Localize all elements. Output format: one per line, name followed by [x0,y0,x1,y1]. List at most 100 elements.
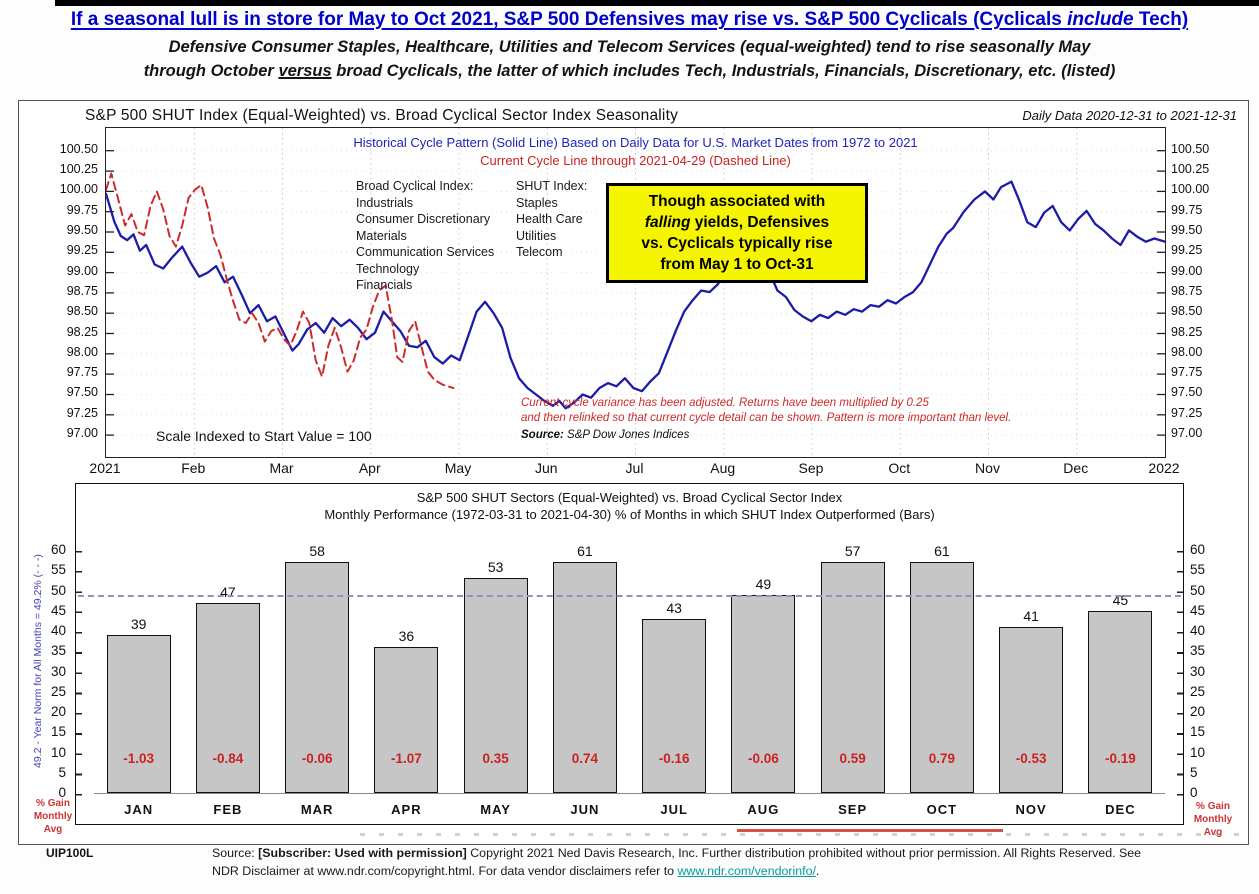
year-norm-dashed-line [78,594,1181,597]
legend-historical-line: Historical Cycle Pattern (Solid Line) Ba… [353,135,918,150]
bar-column: 58 -0.06 [273,543,362,793]
footer-disclaimer-text: NDR Disclaimer at www.ndr.com/copyright.… [212,864,678,878]
bar-y-tick-left: 10 [50,744,66,760]
subtitle-2-underlined-word: versus [278,62,332,80]
bar-column: 61 0.79 [897,543,986,793]
y-tick-label-left: 100.00 [59,182,98,197]
bar-left-tick-marks [76,551,82,796]
y-tick-label-left: 97.25 [66,405,98,420]
bar-y-tick-right: 55 [1190,562,1206,578]
callout-line-2: falling yields, Defensives [613,212,861,233]
bar-value-label: 36 [398,628,415,644]
y-tick-label-right: 100.50 [1171,141,1210,156]
bar-y-tick-right: 20 [1190,704,1206,719]
bar-avg-gain-label: 0.35 [482,751,509,766]
x-tick-label: Jul [625,460,644,476]
subtitle-2-post: broad Cyclicals, the latter of which inc… [331,62,1116,80]
bar: -0.19 [1088,611,1153,793]
page-headline: If a seasonal lull is in store for May t… [0,9,1259,31]
y-tick-label-right: 97.50 [1171,385,1203,400]
bar-column: 57 0.59 [808,543,897,793]
bar-y-tick-left: 45 [50,602,66,618]
bar-month-label: APR [391,802,422,817]
y-tick-label-left: 97.50 [66,385,98,400]
bar-column: 36 -1.07 [362,543,451,793]
bar-value-label: 58 [309,543,325,559]
source-label: Source: [521,429,564,441]
gain-label-left-line2: Monthly Avg [33,811,73,835]
bar-y-tick-right: 35 [1190,643,1206,659]
broad-cyclical-item: Technology [356,261,420,276]
footer-source-prefix: Source: [212,846,259,860]
gain-label-right-line2: Monthly Avg [1193,814,1233,838]
x-tick-label: Sep [798,460,824,476]
bar-y-tick-left: 15 [50,724,66,740]
bar-y-tick-right: 5 [1190,764,1198,780]
bar: -0.16 [642,619,707,793]
bar-y-tick-left: 40 [50,623,66,638]
subtitle-line-1: Defensive Consumer Staples, Healthcare, … [168,38,1091,56]
bar-y-tick-right: 25 [1190,683,1206,699]
bar-avg-gain-label: 0.59 [839,751,866,766]
top-black-strip [55,0,1259,6]
y-tick-label-left: 98.75 [66,283,98,298]
broad-cyclical-items: Industrials Consumer Discretionary Materia… [356,195,494,294]
callout-line-1: Though associated with [648,193,826,210]
bar-y-tick-left: 60 [50,542,66,557]
bar-avg-gain-label: 0.74 [571,751,599,766]
y-tick-label-left: 98.00 [66,344,98,359]
y-tick-label-left: 99.00 [66,263,98,278]
bar-y-tick-right: 60 [1190,542,1206,557]
adjustment-note: Current cycle variance has been adjusted… [521,396,1011,426]
bar-column: 49 -0.06 [719,543,808,793]
bar-y-tick-left: 30 [50,663,66,679]
shut-items: Staples Health Care Utilities Telecom [516,195,587,261]
bar-y-tick-right: 0 [1190,785,1198,800]
bar-column: 45 -0.19 [1076,543,1165,793]
x-tick-label: Oct [888,460,911,476]
bar: -0.06 [285,562,350,793]
bar: -1.03 [106,635,171,793]
red-line-artifact [737,829,1003,832]
headline-italic-word: include [1067,9,1134,30]
bar-y-tick-left: 25 [50,683,66,699]
line-chart-title: S&P 500 SHUT Index (Equal-Weighted) vs. … [85,107,679,124]
bars-container: 39 -1.03 47 -0.84 58 -0.06 36 -1.07 53 0.35 61 0.74… [94,543,1165,794]
gain-label-left-line1: % Gain [36,798,70,809]
bar-avg-gain-label: -0.84 [212,751,244,766]
adjustment-note-line-2: and then relinked so that current cycle … [521,412,1012,424]
headline-text: If a seasonal lull is in store for May t… [70,9,1068,30]
bar-chart-title-2: Monthly Performance (1972-03-31 to 2021-… [324,507,935,522]
bar-y-tick-right: 30 [1190,663,1206,679]
shut-item: Staples [516,195,558,210]
x-tick-label: 2021 [89,460,121,476]
line-chart-plot-area: Historical Cycle Pattern (Solid Line) Ba… [105,127,1166,458]
x-tick-label: May [444,460,472,476]
bar-month-label: JAN [124,802,154,817]
y-tick-label-left: 98.50 [66,304,98,319]
broad-cyclical-item: Materials [356,228,407,243]
y-tick-label-right: 99.00 [1171,263,1203,278]
bar-month-label: JUN [570,802,600,817]
yellow-callout-box: Though associated with falling yields, D… [606,183,868,283]
bar-avg-gain-label: -0.53 [1015,751,1047,766]
bar-y-tick-left: 55 [50,562,66,578]
callout-line-4: from May 1 to Oct-31 [660,256,814,273]
bar-avg-gain-label: -0.16 [658,751,690,766]
vendor-info-link[interactable]: www.ndr.com/vendorinfo/ [677,864,816,878]
bar-month-label: JUL [660,802,688,817]
bar-y-tick-left: 50 [50,582,66,598]
bar-column: 43 -0.16 [630,543,719,793]
y-tick-label-left: 97.00 [66,426,98,441]
bar-month-label: AUG [747,802,780,817]
gain-label-right: % Gain Monthly Avg [1184,800,1242,839]
y-tick-label-right: 98.75 [1171,283,1203,298]
bar-value-label: 61 [934,543,950,559]
bar: -0.53 [999,627,1064,793]
y-tick-label-left: 100.50 [59,141,98,156]
adjustment-note-line-1: Current cycle variance has been adjusted… [521,397,929,409]
bar-value-label: 41 [1023,608,1039,624]
year-norm-axis-label: 49.2 - Year Norm for All Months = 49.2% … [32,554,44,768]
broad-cyclical-header: Broad Cyclical Index: [356,179,474,193]
x-tick-label: 2022 [1148,460,1180,476]
